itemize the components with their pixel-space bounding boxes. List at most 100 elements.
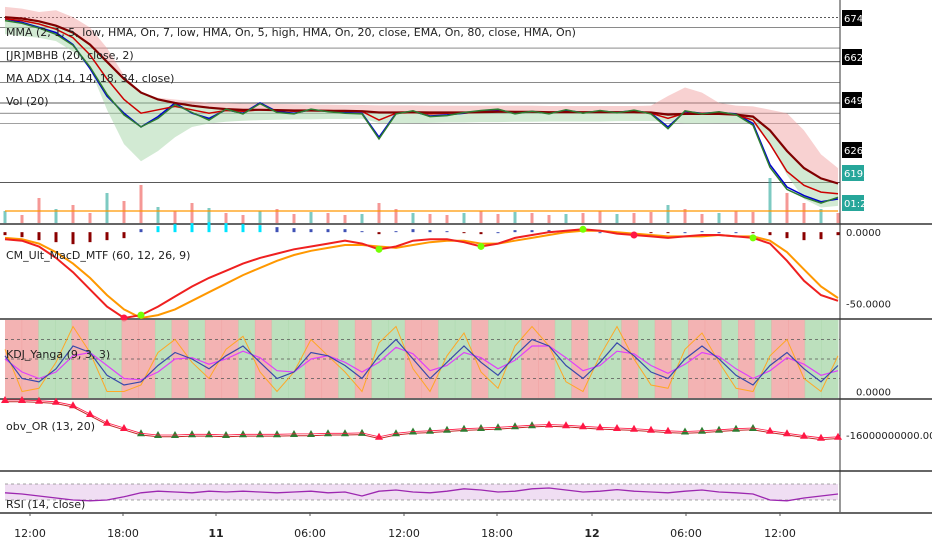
obv-marker (358, 428, 366, 436)
volume-bar (156, 207, 160, 223)
macd-histogram-bar (258, 225, 262, 233)
macd-histogram-bar (513, 230, 517, 233)
macd-histogram-bar (802, 232, 806, 241)
volume-bar (768, 178, 772, 223)
macd-histogram-bar (411, 229, 415, 233)
obv-marker (783, 429, 791, 437)
obv-marker (834, 432, 842, 440)
kdj-background-cell (204, 320, 223, 398)
obv-marker (732, 424, 740, 432)
macd-histogram-bar (428, 230, 432, 233)
volume-bar (173, 211, 177, 223)
kdj-background-cell (738, 320, 756, 398)
obv-marker (545, 420, 553, 428)
macd-histogram-bar (207, 222, 211, 233)
volume-bar (530, 213, 534, 223)
volume-bar (207, 208, 211, 223)
volume-bar (258, 211, 262, 223)
macd-histogram-bar (309, 229, 313, 233)
macd-histogram-bar (20, 232, 24, 238)
price-legend-3: Vol (20) (6, 95, 49, 108)
obv-marker (290, 429, 298, 437)
volume-bar (122, 201, 126, 223)
macd-histogram-bar (54, 232, 58, 243)
volume-bar (581, 213, 585, 223)
volume-bar (71, 205, 75, 223)
macd-axis-label: -50.0000 (846, 300, 891, 311)
volume-bar (513, 212, 517, 223)
macd-histogram-bar (360, 231, 364, 233)
volume-bar (394, 209, 398, 223)
kdj-background-cell (371, 320, 389, 398)
obv-marker (18, 396, 26, 403)
macd-histogram-bar (598, 232, 602, 234)
macd-histogram-bar (241, 224, 245, 233)
volume-bar (496, 214, 500, 223)
macd-cross-dot (120, 314, 128, 322)
price-tag-label: 01:25 (844, 199, 873, 210)
obv-marker (120, 424, 128, 431)
obv-marker (460, 424, 468, 432)
obv-marker (749, 424, 757, 431)
volume-bar (445, 215, 449, 223)
obv-marker (715, 425, 723, 433)
rsi-legend: RSI (14, close) (6, 498, 85, 511)
volume-bar (734, 211, 738, 223)
macd-histogram-bar (326, 229, 330, 233)
volume-bar (683, 209, 687, 223)
macd-histogram-bar (683, 232, 687, 234)
macd-histogram-bar (71, 232, 75, 245)
volume-bar (802, 203, 806, 223)
obv-marker (239, 430, 247, 438)
macd-histogram-bar (700, 231, 704, 233)
volume-bar (428, 214, 432, 223)
obv-legend: obv_OR (13, 20) (6, 420, 95, 433)
kdj-k-line (4, 338, 839, 386)
macd-histogram-bar (139, 229, 143, 233)
volume-bar (462, 213, 466, 223)
obv-marker (511, 422, 519, 430)
time-label: 06:00 (294, 527, 326, 540)
obv-marker (222, 431, 230, 438)
macd-signal-line (4, 229, 839, 320)
obv-marker (324, 429, 332, 437)
price-tag-label: 6192.5 (844, 169, 879, 180)
volume-bar (564, 214, 568, 223)
time-label: 06:00 (670, 527, 702, 540)
volume-bar (54, 209, 58, 223)
time-label: 18:00 (107, 527, 139, 540)
price-tag-bg (842, 165, 864, 181)
time-label: 12:00 (764, 527, 796, 540)
obv-marker (341, 429, 349, 437)
kdj-background-cell (138, 320, 156, 398)
kdj-background-cell (338, 320, 356, 398)
macd-histogram-bar (122, 232, 126, 239)
macd-cross-dot (749, 234, 757, 242)
volume-bar (88, 213, 92, 223)
volume-bar (139, 185, 143, 223)
kdj-background-cell (288, 320, 306, 398)
macd-cross-dot (375, 245, 383, 253)
price-tag-label: 6499.7 (844, 96, 879, 107)
macd-histogram-bar (496, 232, 500, 234)
macd-histogram-bar (343, 229, 347, 233)
obv-marker (426, 426, 434, 434)
time-label: 12:00 (14, 527, 46, 540)
macd-histogram-bar (530, 230, 534, 233)
obv-marker (52, 397, 60, 405)
macd-histogram-bar (734, 232, 738, 234)
volume-bar (292, 214, 296, 223)
macd-histogram-bar (394, 231, 398, 233)
macd-cross-dot (630, 231, 638, 239)
macd-histogram-bar (37, 232, 41, 241)
obv-axis-label: -16000000000.0000 (846, 431, 932, 442)
macd-histogram-bar (156, 226, 160, 233)
macd-cross-dot (579, 225, 587, 233)
obv-marker (154, 431, 162, 438)
volume-bar (224, 213, 228, 223)
macd-histogram-bar (292, 228, 296, 233)
volume-bar (819, 209, 823, 223)
volume-bar (666, 205, 670, 223)
